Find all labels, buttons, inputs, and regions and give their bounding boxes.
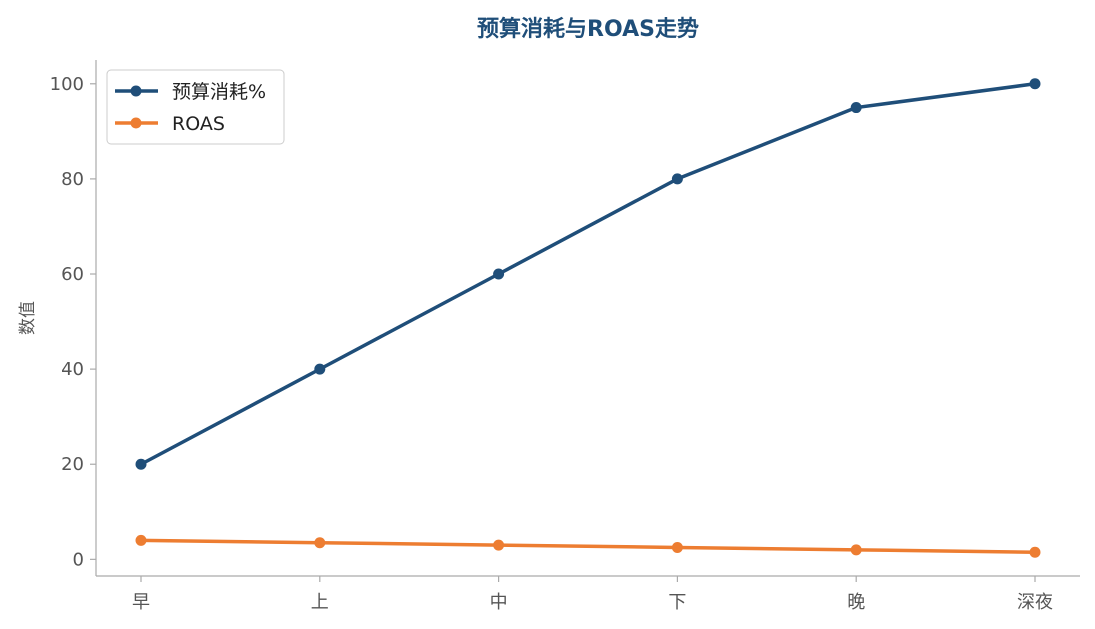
x-tick-label: 晚: [847, 592, 865, 613]
y-tick-label: 20: [61, 454, 84, 475]
y-tick-label: 100: [50, 74, 84, 95]
legend-marker-budget: [130, 85, 142, 97]
legend: 预算消耗% ROAS: [106, 69, 285, 145]
series-1-point: [493, 539, 505, 551]
x-tick-label: 上: [311, 592, 329, 613]
series-0-point: [850, 102, 862, 114]
legend-label-roas: ROAS: [172, 113, 225, 135]
series-0-point: [671, 173, 683, 185]
series-0-point: [135, 458, 147, 470]
y-axis-label: 数值: [18, 301, 38, 335]
legend-box: [106, 69, 285, 145]
y-tick-label: 0: [73, 549, 84, 570]
x-tick-label: 下: [668, 592, 686, 613]
series-0-point: [1029, 78, 1041, 90]
series-1-point: [671, 541, 683, 553]
x-tick-label: 中: [490, 592, 508, 613]
series-layer: [135, 78, 1041, 558]
series-line-0: [139, 82, 1037, 466]
legend-marker-roas: [130, 117, 142, 129]
series-1-point: [314, 537, 326, 549]
y-tick-label: 60: [61, 264, 84, 285]
y-ticks: 0 20 40 60 80 100: [50, 74, 96, 570]
y-tick-label: 80: [61, 169, 84, 190]
series-0-point: [493, 268, 505, 280]
x-tick-label: 深夜: [1017, 592, 1053, 613]
x-tick-label: 早: [132, 592, 150, 613]
series-1-point: [135, 534, 147, 546]
chart-title: 预算消耗与ROAS走势: [477, 16, 699, 42]
legend-label-budget: 预算消耗%: [172, 81, 266, 103]
series-0-point: [314, 363, 326, 375]
y-tick-label: 40: [61, 359, 84, 380]
series-1-point: [850, 544, 862, 556]
x-ticks: 早 上 中 下 晚 深夜: [132, 576, 1053, 613]
series-1-point: [1029, 546, 1041, 558]
series-line-1: [139, 538, 1037, 554]
